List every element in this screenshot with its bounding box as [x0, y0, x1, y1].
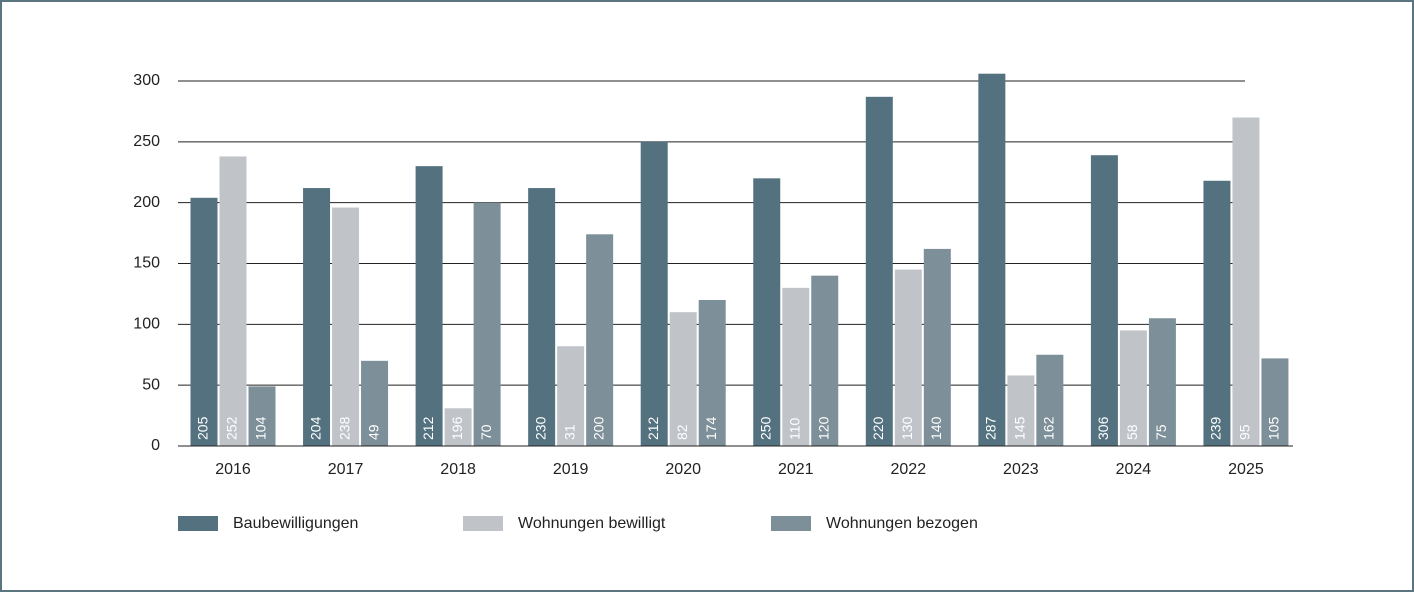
bar-label: 95: [1237, 424, 1253, 440]
bar: [1261, 358, 1289, 446]
bar: [978, 73, 1006, 446]
bar: [586, 234, 614, 446]
bar-label: 239: [1208, 416, 1224, 440]
y-tick-label: 100: [133, 316, 160, 333]
x-tick-label: 2016: [215, 461, 251, 478]
bar: [303, 188, 331, 447]
bar: [782, 287, 810, 446]
bar-label: 196: [449, 416, 465, 440]
bar: [894, 269, 922, 446]
bar-label: 70: [478, 424, 494, 440]
bar-label: 82: [674, 424, 690, 440]
bar-label: 287: [983, 416, 999, 440]
legend-swatch: [463, 516, 503, 531]
x-tick-label: 2019: [553, 461, 589, 478]
bar: [640, 141, 668, 447]
bar-label: 230: [532, 416, 548, 440]
bar-label: 174: [703, 416, 719, 440]
bar-label: 200: [590, 416, 606, 440]
y-tick-label: 150: [133, 255, 160, 272]
bar: [528, 188, 556, 447]
bar: [811, 275, 839, 446]
bar-label: 110: [786, 417, 802, 440]
bar-label: 204: [307, 416, 323, 440]
bar: [361, 360, 389, 446]
bar-label: 104: [253, 416, 269, 440]
bar: [1036, 354, 1064, 446]
bar-label: 252: [224, 416, 240, 440]
bar-label: 49: [365, 424, 381, 440]
bar: [1119, 330, 1147, 446]
bar: [698, 300, 726, 446]
legend-swatch: [178, 516, 218, 531]
y-tick-label: 0: [151, 437, 160, 454]
y-tick-label: 50: [142, 376, 160, 393]
bar: [1090, 155, 1118, 446]
bar-label: 238: [336, 416, 352, 440]
x-tick-label: 2024: [1116, 461, 1152, 478]
bar-label: 145: [1012, 416, 1028, 440]
legend-label: Wohnungen bezogen: [826, 515, 978, 532]
bar: [557, 346, 585, 446]
legend-swatch: [771, 516, 811, 531]
bar-label: 212: [645, 416, 661, 440]
x-tick-label: 2023: [1003, 461, 1039, 478]
bar-label: 250: [757, 416, 773, 440]
bar-label: 212: [420, 416, 436, 440]
bar: [190, 197, 218, 446]
bar: [415, 166, 443, 446]
x-tick-label: 2020: [665, 461, 701, 478]
bar-label: 306: [1095, 416, 1111, 440]
bar-label: 58: [1124, 424, 1140, 440]
legend-label: Baubewilligungen: [233, 515, 358, 532]
y-tick-label: 200: [133, 194, 160, 211]
bar-label: 105: [1266, 416, 1282, 440]
legend-label: Wohnungen bewilligt: [518, 515, 666, 532]
bar-label: 31: [561, 424, 577, 440]
x-tick-label: 2018: [440, 461, 476, 478]
bar: [473, 202, 501, 446]
bar: [669, 312, 697, 446]
x-tick-label: 2022: [891, 461, 927, 478]
bar-label: 75: [1153, 424, 1169, 440]
x-tick-label: 2025: [1228, 461, 1264, 478]
bar: [332, 207, 360, 446]
bar-label: 220: [870, 416, 886, 440]
bar: [753, 178, 781, 447]
bar: [1148, 318, 1176, 446]
bar-label: 205: [195, 416, 211, 440]
bar: [248, 386, 276, 446]
bar: [219, 156, 247, 446]
bar: [865, 96, 893, 447]
bar: [444, 408, 472, 446]
y-tick-label: 250: [133, 133, 160, 150]
bar-label: 120: [815, 416, 831, 440]
bar: [1007, 375, 1035, 446]
bar-label: 140: [928, 416, 944, 440]
bar-label: 130: [899, 416, 915, 440]
bar: [1203, 180, 1231, 446]
bar-label: 162: [1041, 416, 1057, 440]
x-tick-label: 2017: [328, 461, 364, 478]
bar: [923, 248, 951, 446]
y-tick-label: 300: [133, 72, 160, 89]
bar: [1232, 117, 1260, 446]
x-tick-label: 2021: [778, 461, 814, 478]
